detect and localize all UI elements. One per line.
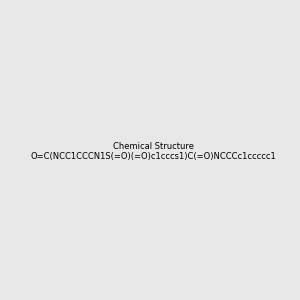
Text: Chemical Structure
O=C(NCC1CCCN1S(=O)(=O)c1cccs1)C(=O)NCCCc1ccccc1: Chemical Structure O=C(NCC1CCCN1S(=O)(=O…: [31, 142, 277, 161]
